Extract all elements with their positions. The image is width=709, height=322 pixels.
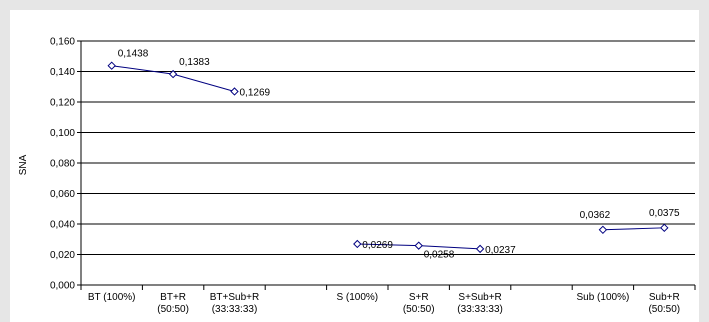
- data-point-marker: [230, 87, 239, 96]
- y-axis-title: SNA: [18, 154, 29, 175]
- y-tick-label: 0,040: [50, 220, 75, 231]
- data-label: 0,1383: [179, 57, 210, 68]
- chart-container: 0,000 0,020 0,040 0,060 0,080 0,100 0,120 0,140…: [10, 10, 699, 322]
- x-tick-label: (50:50): [648, 304, 680, 315]
- y-tick-label: 0,000: [50, 281, 75, 292]
- data-label: 0,0375: [649, 208, 680, 219]
- x-tick-label: BT+R: [160, 292, 186, 303]
- series-line: [111, 65, 235, 92]
- x-tick-labels: BT (100%) BT+R(50:50)BT+Sub+R(33:33:33)S …: [88, 292, 680, 315]
- data-label: 0,0258: [424, 250, 455, 261]
- data-labels: 0,1438 0,1383 0,1269 0,0269 0,0258 0,0237 0,03…: [118, 49, 680, 261]
- y-tick-label: 0,060: [50, 189, 75, 200]
- x-tick-label: S (100%): [336, 292, 378, 303]
- sna-line-chart: 0,000 0,020 0,040 0,060 0,080 0,100 0,120 0,140…: [18, 37, 696, 315]
- x-tick-label: (33:33:33): [212, 304, 258, 315]
- x-tick-label: (50:50): [403, 304, 435, 315]
- x-tick-label: (50:50): [157, 304, 189, 315]
- y-tick-label: 0,080: [50, 159, 75, 170]
- x-tick-label: S+R: [409, 292, 429, 303]
- y-tick-label: 0,100: [50, 128, 75, 139]
- x-tick-label: BT (100%): [88, 292, 136, 303]
- data-point-marker: [598, 225, 608, 235]
- data-markers: [107, 61, 669, 254]
- y-tick-label: 0,160: [50, 37, 75, 48]
- data-label: 0,1438: [118, 49, 149, 60]
- data-label: 0,1269: [240, 87, 271, 98]
- y-tick-label: 0,020: [50, 250, 75, 261]
- x-tick-label: (33:33:33): [457, 304, 503, 315]
- data-label: 0,0362: [580, 210, 611, 221]
- x-tick-label: S+Sub+R: [458, 292, 501, 303]
- gridlines: [81, 40, 695, 286]
- x-tick-label: BT+Sub+R: [210, 292, 259, 303]
- x-tick-label: Sub (100%): [576, 292, 629, 303]
- y-tick-label: 0,120: [50, 98, 75, 109]
- series-line: [602, 227, 665, 231]
- series-lines: [111, 65, 665, 250]
- data-point-marker: [353, 239, 362, 249]
- y-tick-labels: 0,000 0,020 0,040 0,060 0,080 0,100 0,120 0,140…: [50, 37, 75, 292]
- data-point-marker: [660, 223, 669, 233]
- data-point-marker: [107, 61, 116, 70]
- axes: [77, 40, 696, 290]
- data-point-marker: [475, 244, 485, 254]
- x-tick-label: Sub+R: [649, 292, 680, 303]
- data-label: 0,0269: [362, 240, 393, 251]
- y-tick-label: 0,140: [50, 67, 75, 78]
- data-point-marker: [414, 241, 423, 250]
- data-point-marker: [168, 69, 178, 79]
- data-label: 0,0237: [485, 245, 516, 256]
